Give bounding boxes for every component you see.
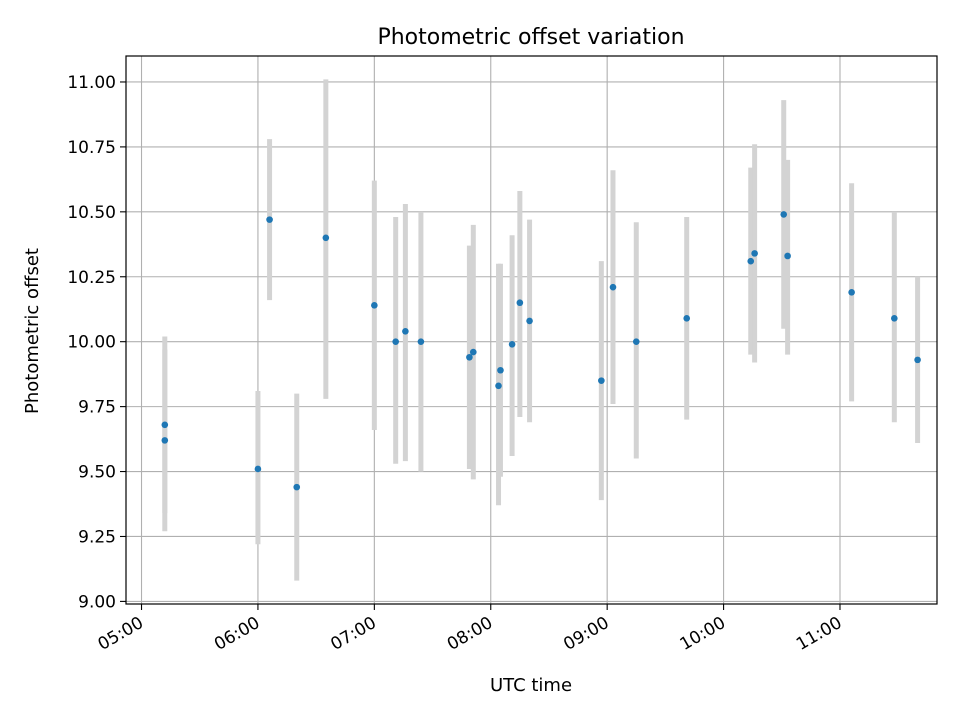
- x-tick-label: 08:00: [444, 613, 496, 655]
- x-tick-label: 09:00: [560, 613, 612, 655]
- y-tick-label: 9.50: [78, 463, 116, 483]
- data-point: [293, 483, 301, 491]
- y-tick-label: 10.00: [67, 333, 116, 353]
- data-point: [402, 327, 409, 335]
- data-point: [469, 348, 477, 356]
- data-point: [848, 289, 855, 296]
- data-point: [495, 382, 502, 390]
- data-point: [516, 299, 524, 307]
- y-tick-label: 10.50: [67, 203, 116, 223]
- x-axis-ticks: 05:00 06:00 07:00 08:00 09:00 10:00 11:00: [95, 604, 845, 655]
- y-tick-label: 10.75: [67, 138, 116, 158]
- data-points: [161, 211, 921, 491]
- error-bars: [162, 79, 921, 581]
- data-point: [497, 366, 504, 374]
- x-tick-label: 10:00: [677, 613, 729, 655]
- y-axis-ticks: 9.00 9.25 9.50 9.75 10.00 10.25 10.50 10.75 11.0…: [67, 73, 126, 612]
- y-axis-label: Photometric offset: [22, 248, 43, 414]
- data-point: [914, 356, 921, 364]
- data-point: [683, 315, 691, 322]
- data-point: [161, 421, 169, 429]
- data-point: [609, 283, 617, 291]
- data-point: [417, 338, 425, 345]
- x-tick-label: 11:00: [793, 613, 845, 655]
- data-point: [392, 338, 399, 345]
- y-tick-label: 9.25: [78, 527, 116, 547]
- data-point: [526, 317, 533, 325]
- data-point: [747, 257, 755, 265]
- y-tick-label: 9.00: [78, 592, 116, 612]
- x-tick-label: 06:00: [211, 613, 263, 655]
- x-tick-label: 07:00: [327, 613, 379, 655]
- data-point: [784, 252, 791, 260]
- plot-frame: [125, 55, 938, 605]
- data-point: [891, 315, 898, 322]
- data-point: [466, 353, 473, 361]
- data-point: [632, 338, 640, 345]
- data-point: [598, 377, 605, 384]
- y-tick-label: 9.75: [78, 398, 116, 418]
- data-point: [371, 302, 378, 309]
- data-point: [751, 250, 758, 257]
- data-point: [161, 437, 169, 444]
- data-point: [780, 211, 788, 218]
- data-point: [508, 340, 516, 348]
- chart-title: Photometric offset variation: [377, 25, 684, 50]
- y-tick-label: 10.25: [67, 268, 116, 288]
- data-point: [254, 465, 262, 473]
- x-axis-label: UTC time: [490, 675, 572, 696]
- x-tick-label: 05:00: [95, 613, 147, 655]
- data-point: [322, 234, 330, 242]
- y-tick-label: 11.00: [67, 73, 116, 93]
- data-point: [266, 216, 273, 223]
